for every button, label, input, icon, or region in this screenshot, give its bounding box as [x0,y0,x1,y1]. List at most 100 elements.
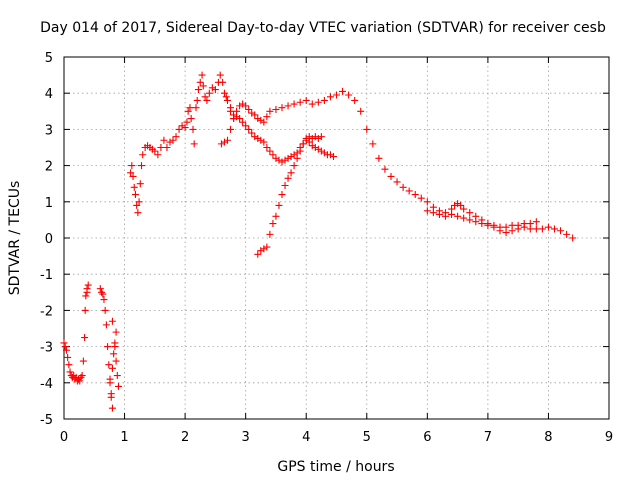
data-point [339,87,347,95]
data-point [193,96,201,104]
data-point [287,153,295,161]
data-point [163,144,171,151]
data-point [423,198,431,206]
data-point [284,174,292,182]
data-point [454,200,462,208]
data-point [254,134,262,142]
data-point [532,218,540,226]
data-point [317,147,325,155]
y-tick-label: 1 [45,196,53,211]
data-point [266,230,274,238]
data-point [442,212,449,220]
data-point [224,96,231,104]
data-point [538,225,546,233]
data-point [296,147,304,155]
data-point [333,91,340,99]
data-point [284,102,292,110]
data-point [329,153,337,161]
data-point [224,136,231,144]
data-point [387,172,395,180]
data-point [311,144,319,151]
data-point [544,223,552,231]
series-upper-arc [217,87,540,231]
data-point [266,107,274,115]
data-point [429,209,437,217]
data-point [112,357,120,365]
data-point [102,321,110,329]
x-tick-label: 8 [544,430,552,445]
data-point [196,78,204,86]
data-point [76,377,84,385]
data-point [448,205,456,213]
data-point [278,158,286,166]
data-point [227,107,235,115]
data-point [399,183,407,191]
data-point [460,205,468,213]
data-point [100,296,108,304]
data-point [308,100,316,108]
data-point [181,124,189,132]
data-point [108,317,116,325]
data-point [260,138,268,146]
data-point [169,136,177,144]
data-point [130,183,138,191]
data-point [290,162,298,170]
data-point [551,225,558,233]
data-point [251,111,259,119]
data-point [557,227,565,235]
data-point [222,93,230,101]
data-point [205,89,213,97]
y-tick-label: -5 [40,413,53,428]
data-point [514,225,522,233]
y-tick-label: 0 [45,232,53,247]
data-point [293,154,301,162]
data-point [257,136,265,144]
data-point [275,201,283,209]
data-point [233,113,241,121]
data-point [110,350,118,358]
data-points [60,71,577,412]
data-point [248,129,256,137]
data-point [314,145,322,153]
data-point [198,71,206,79]
data-point [563,230,571,238]
data-point [484,220,492,228]
chart-title: Day 014 of 2017, Sidereal Day-to-day VTE… [40,20,606,36]
series-cluster-early-1 [60,339,86,385]
data-point [236,102,244,110]
data-point [496,227,504,235]
data-point [175,125,183,133]
data-point [239,100,247,108]
y-tick-label: 5 [45,51,53,66]
data-point [242,102,250,110]
data-point [308,134,316,142]
data-point [115,382,122,390]
data-point [460,214,468,222]
data-point [320,149,328,157]
data-point [317,133,325,141]
data-point [254,250,262,258]
data-point [532,225,540,233]
data-point [357,107,365,115]
data-point [381,165,389,173]
data-point [520,223,528,231]
data-point [211,86,219,94]
data-point [269,220,277,228]
data-point [96,285,104,293]
data-point [84,281,92,289]
data-point [326,151,334,159]
data-point [405,187,413,195]
x-tick-label: 1 [120,430,128,445]
data-point [290,100,298,108]
series-rising-from-negative [254,133,325,258]
data-point [208,84,216,92]
data-point [189,125,197,133]
x-tick-label: 0 [60,430,68,445]
data-point [281,182,289,190]
data-point [104,343,112,351]
data-point [105,361,113,369]
data-point [220,89,228,97]
data-point [220,138,228,146]
data-point [351,96,359,104]
